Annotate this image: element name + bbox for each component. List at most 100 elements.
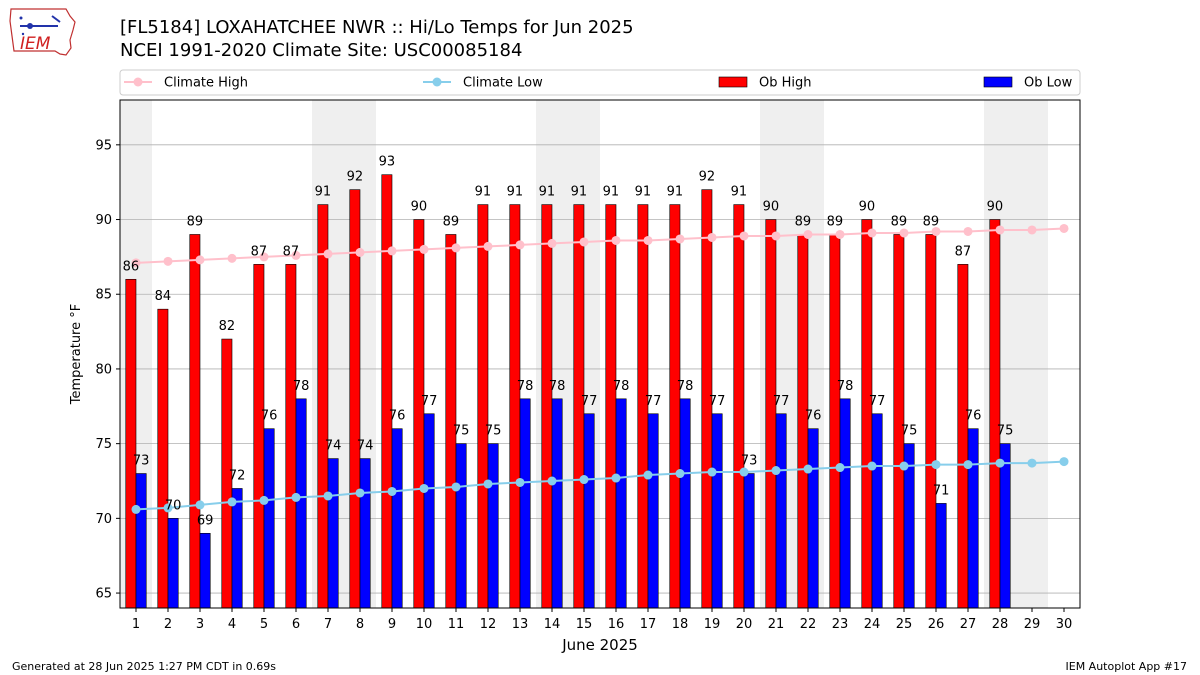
bar-low-day-16 — [615, 398, 627, 609]
climate-high-point-day-16 — [611, 235, 621, 245]
label-high-day-4: 82 — [219, 319, 236, 334]
ytick-label-80: 80 — [95, 362, 112, 377]
label-low-day-17: 77 — [645, 394, 662, 409]
bar-high-day-21 — [765, 219, 777, 609]
label-low-day-27: 76 — [965, 409, 982, 424]
xtick-label-29: 29 — [1024, 617, 1041, 632]
bar-low-day-9 — [391, 428, 403, 609]
ytick-label-90: 90 — [95, 213, 112, 228]
label-high-day-28: 90 — [987, 200, 1004, 215]
bar-high-day-11 — [445, 234, 457, 609]
bar-high-day-10 — [413, 219, 425, 609]
shade-day-29 — [1016, 100, 1048, 608]
climate-lines — [131, 223, 1069, 514]
label-low-day-18: 78 — [677, 379, 694, 394]
y-axis: 65 70 75 80 85 90 95 — [95, 138, 120, 602]
legend-swatch-2 — [718, 76, 748, 88]
bar-low-day-27 — [967, 428, 979, 609]
label-low-day-9: 76 — [389, 409, 406, 424]
climate-high-point-day-4 — [227, 253, 237, 263]
bar-low-day-6 — [295, 398, 307, 609]
xtick-label-21: 21 — [768, 617, 785, 632]
xtick-label-13: 13 — [512, 617, 529, 632]
xtick-label-1: 1 — [132, 617, 140, 632]
climate-low-point-day-27 — [963, 460, 973, 470]
bar-low-day-11 — [455, 443, 467, 609]
climate-high-point-day-15 — [579, 237, 589, 247]
climate-low-point-day-9 — [387, 486, 397, 496]
climate-low-point-day-16 — [611, 473, 621, 483]
ytick-label-65: 65 — [95, 587, 112, 602]
chart-subtitle: NCEI 1991-2020 Climate Site: USC00085184 — [120, 40, 523, 61]
grid-lines — [120, 144, 1080, 594]
xtick-label-2: 2 — [164, 617, 172, 632]
climate-low-point-day-17 — [643, 470, 653, 480]
xtick-label-28: 28 — [992, 617, 1009, 632]
bar-low-day-24 — [871, 413, 883, 609]
label-low-day-26: 71 — [933, 483, 950, 498]
climate-high-point-day-26 — [931, 226, 941, 236]
bar-low-day-13 — [519, 398, 531, 609]
label-high-day-18: 91 — [667, 185, 684, 200]
label-high-day-21: 90 — [763, 200, 780, 215]
xtick-label-15: 15 — [576, 617, 593, 632]
label-high-day-14: 91 — [539, 185, 556, 200]
climate-low-point-day-8 — [355, 488, 365, 498]
bar-high-day-3 — [189, 234, 201, 609]
label-low-day-21: 77 — [773, 394, 790, 409]
label-low-day-1: 73 — [133, 454, 150, 469]
legend-label-1: Climate Low — [463, 76, 543, 91]
climate-high-point-day-18 — [675, 234, 685, 244]
climate-high-point-day-13 — [515, 240, 525, 250]
label-high-day-19: 92 — [699, 170, 716, 185]
xtick-label-12: 12 — [480, 617, 497, 632]
climate-high-point-day-3 — [195, 255, 205, 265]
bar-low-day-19 — [711, 413, 723, 609]
climate-high-point-day-28 — [995, 225, 1005, 235]
label-low-day-23: 78 — [837, 379, 854, 394]
xtick-label-19: 19 — [704, 617, 721, 632]
xtick-label-18: 18 — [672, 617, 689, 632]
bar-high-day-6 — [285, 264, 297, 609]
xtick-label-22: 22 — [800, 617, 817, 632]
label-high-day-11: 89 — [443, 214, 460, 229]
climate-low-point-day-21 — [771, 466, 781, 476]
bar-low-day-28 — [999, 443, 1011, 609]
bar-low-day-22 — [807, 428, 819, 609]
label-low-day-10: 77 — [421, 394, 438, 409]
bar-low-day-3 — [199, 532, 211, 609]
bar-high-day-26 — [925, 234, 937, 609]
climate-high-point-day-12 — [483, 241, 493, 251]
climate-high-point-day-8 — [355, 247, 365, 257]
legend-swatch-3 — [983, 76, 1013, 88]
xtick-label-27: 27 — [960, 617, 977, 632]
label-low-day-25: 75 — [901, 424, 918, 439]
xtick-label-20: 20 — [736, 617, 753, 632]
xtick-label-24: 24 — [864, 617, 881, 632]
bar-high-day-2 — [157, 308, 169, 609]
climate-low-point-day-7 — [323, 491, 333, 501]
label-low-day-20: 73 — [741, 454, 758, 469]
legend-box — [119, 69, 1081, 96]
legend-label-2: Ob High — [759, 76, 812, 91]
x-axis-label: June 2025 — [561, 636, 638, 654]
label-high-day-8: 92 — [347, 170, 364, 185]
xtick-label-6: 6 — [292, 617, 300, 632]
xtick-label-5: 5 — [260, 617, 268, 632]
climate-low-point-day-6 — [291, 492, 301, 502]
label-high-day-24: 90 — [859, 200, 876, 215]
bar-high-day-28 — [989, 219, 1001, 609]
bar-low-day-1 — [135, 473, 147, 609]
bar-high-day-13 — [509, 204, 521, 609]
climate-high-point-day-30 — [1059, 223, 1069, 233]
label-high-day-9: 93 — [379, 155, 396, 170]
bar-low-day-4 — [231, 488, 243, 609]
climate-low-point-day-10 — [419, 483, 429, 493]
xtick-label-3: 3 — [196, 617, 204, 632]
ytick-label-75: 75 — [95, 437, 112, 452]
climate-low-point-day-30 — [1059, 457, 1069, 467]
label-low-day-8: 74 — [357, 439, 374, 454]
label-high-day-17: 91 — [635, 185, 652, 200]
climate-low-point-day-1 — [131, 504, 141, 514]
